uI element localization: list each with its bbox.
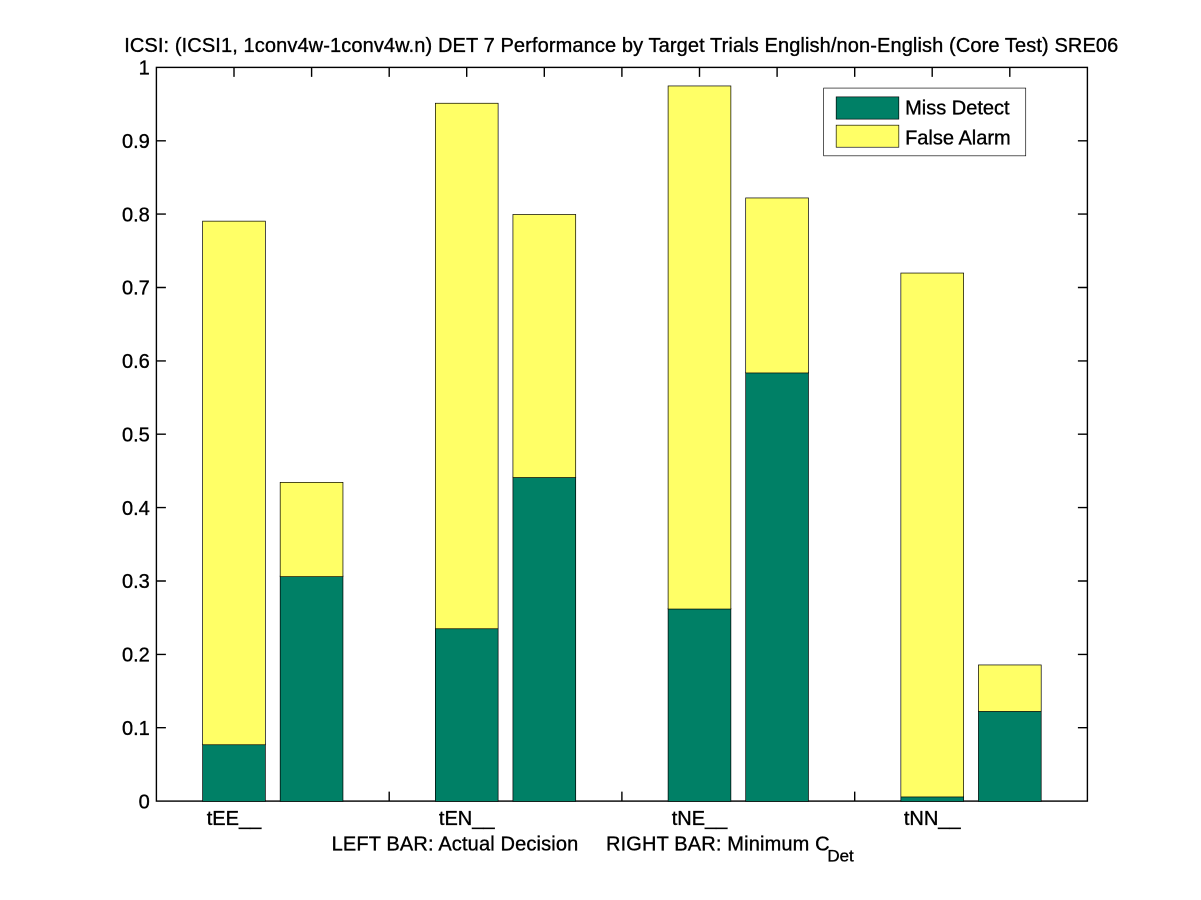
svg-text:1: 1 bbox=[139, 58, 150, 80]
svg-text:Miss Detect: Miss Detect bbox=[905, 98, 1010, 120]
svg-text:0.4: 0.4 bbox=[122, 498, 150, 520]
svg-text:RIGHT BAR: Minimum C: RIGHT BAR: Minimum C bbox=[606, 833, 830, 855]
svg-text:Det: Det bbox=[827, 847, 854, 866]
svg-text:0.6: 0.6 bbox=[122, 351, 150, 373]
svg-text:0.8: 0.8 bbox=[122, 204, 150, 226]
svg-text:0: 0 bbox=[139, 791, 150, 813]
svg-text:LEFT BAR: Actual Decision: LEFT BAR: Actual Decision bbox=[332, 833, 579, 855]
svg-text:tNE__: tNE__ bbox=[672, 808, 728, 830]
svg-text:0.5: 0.5 bbox=[122, 424, 150, 446]
svg-text:tEE__: tEE__ bbox=[207, 808, 262, 830]
svg-text:0.1: 0.1 bbox=[122, 718, 150, 740]
svg-text:tNN__: tNN__ bbox=[904, 808, 962, 830]
svg-text:0.9: 0.9 bbox=[122, 131, 150, 153]
svg-text:ICSI: (ICSI1, 1conv4w-1conv4w.: ICSI: (ICSI1, 1conv4w-1conv4w.n) DET 7 P… bbox=[124, 35, 1118, 57]
svg-text:0.3: 0.3 bbox=[122, 571, 150, 593]
svg-text:tEN__: tEN__ bbox=[439, 808, 495, 830]
svg-text:False Alarm: False Alarm bbox=[905, 128, 1011, 150]
svg-text:0.7: 0.7 bbox=[122, 278, 150, 300]
svg-text:0.2: 0.2 bbox=[122, 645, 150, 667]
